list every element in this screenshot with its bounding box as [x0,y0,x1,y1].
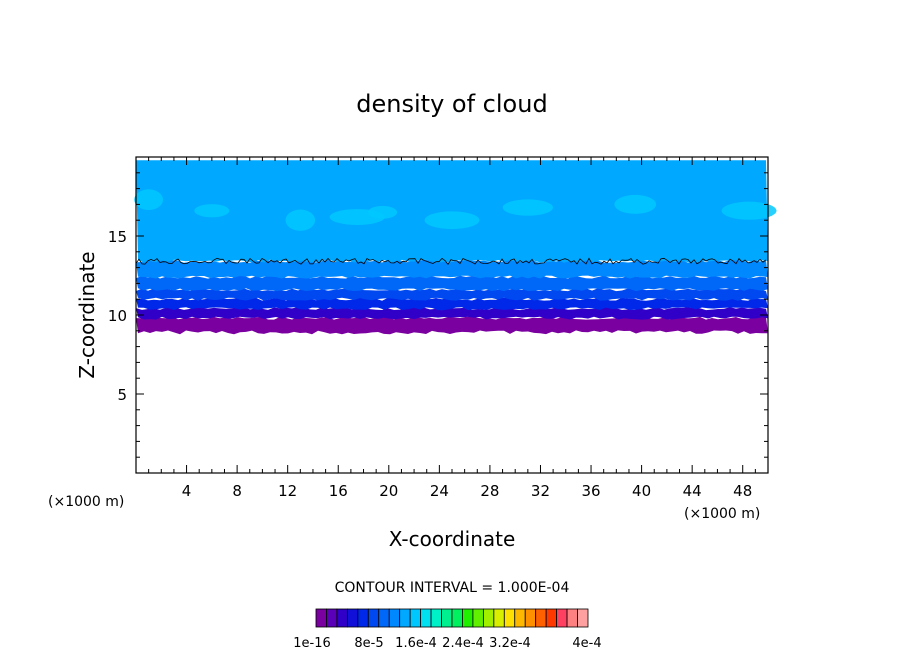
x-tick-label: 20 [379,482,398,500]
x-tick-label: 28 [480,482,499,500]
x-tick-label: 44 [683,482,702,500]
colorbar-swatch [514,608,526,628]
contour-layer [136,307,768,320]
colorbar-swatch [409,608,422,628]
x-tick-label: 48 [733,482,752,500]
colorbar-label: 2.4e-4 [442,636,484,651]
x-tick-label: 12 [278,482,297,500]
colorbar-swatch [326,608,338,628]
colorbar-label: 3.2e-4 [489,636,531,651]
colorbar-swatch [462,608,474,628]
cloud-patch [194,204,230,218]
colorbar-swatch [357,608,369,628]
x-tick-label: 36 [581,482,600,500]
x-unit-left: (×1000 m) [48,494,124,510]
colorbar-swatch [430,608,442,628]
x-tick-label: 40 [632,482,651,500]
y-tick-label: 5 [117,386,127,404]
colorbar-swatch [482,608,495,628]
cloud-patch [285,209,316,231]
y-tick-label: 15 [108,228,127,246]
colorbar-label: 1e-16 [293,636,331,651]
colorbar-swatch [472,608,484,628]
contour-layer [136,297,768,311]
plot-fill [134,160,777,335]
cloud-patch [502,199,553,216]
colorbar-swatch [315,608,327,628]
colorbar-swatch [378,608,390,628]
x-axis: 4 8 12 16 20 24 28 32 36 40 44 48 [148,157,756,500]
contour-layer [136,259,768,279]
cloud-patch [134,189,164,211]
colorbar-label: 1.6e-4 [395,636,437,651]
colorbar-swatch [577,608,589,628]
x-axis-label: X-coordinate [389,527,516,551]
colorbar-swatch [535,608,547,628]
colorbar-swatch [545,608,558,628]
colorbar-label: 8e-5 [354,636,383,651]
colorbar-label: 4e-4 [572,636,601,651]
cloud-patch [424,211,480,230]
x-tick-label: 8 [232,482,242,500]
chart-title: density of cloud [356,90,547,118]
colorbar-swatch [420,608,432,628]
colorbar-swatch [503,608,516,628]
contour-line [135,257,767,265]
x-unit-right: (×1000 m) [684,506,760,522]
x-tick-label: 32 [531,482,550,500]
colorbar-swatch [493,608,505,628]
colorbar-swatch [346,608,359,628]
x-tick-label: 24 [430,482,449,500]
y-tick-label: 10 [108,307,127,325]
contour-layer [136,288,768,301]
cloud-patch [614,194,657,214]
colorbar-swatch [367,608,380,628]
cloud-patch [721,201,777,220]
colorbar-swatch [556,608,568,628]
colorbar-swatch [566,608,578,628]
colorbar-swatch [399,608,411,628]
x-tick-label: 4 [182,482,192,500]
contour-interval-label: CONTOUR INTERVAL = 1.000E-04 [335,580,570,596]
colorbar-swatch [451,608,463,628]
contour-layer [136,316,768,335]
colorbar: 1e-16 8e-5 1.6e-4 2.4e-4 3.2e-4 4e-4 [293,608,602,651]
colorbar-swatch [388,608,401,628]
colorbar-swatch [336,608,348,628]
cloud-patch [367,205,398,219]
colorbar-swatch [441,608,453,628]
y-axis-label: Z-coordinate [75,251,99,378]
y-axis: 5 10 15 [108,172,768,458]
contour-layer [136,275,768,292]
x-tick-label: 16 [329,482,348,500]
colorbar-swatch [524,608,537,628]
